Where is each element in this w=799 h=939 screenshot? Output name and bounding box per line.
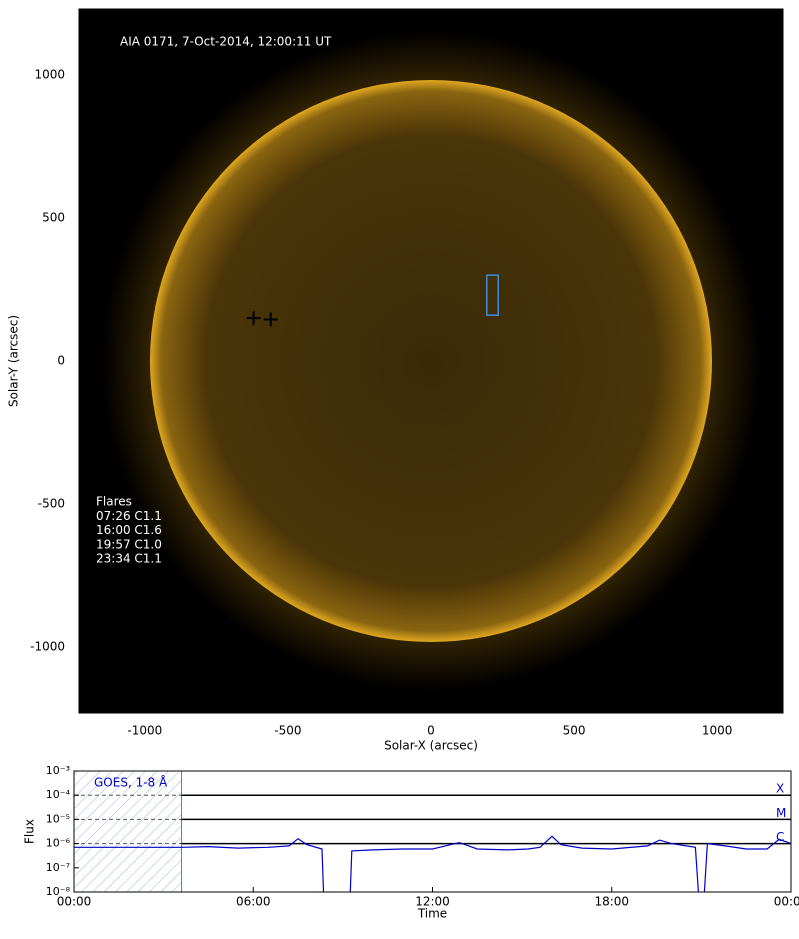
y-tick-label: 0 bbox=[57, 354, 65, 368]
x-axis-label: Solar-X (arcsec) bbox=[384, 739, 478, 753]
y-axis-label: Solar-Y (arcsec) bbox=[7, 315, 21, 407]
data-gap-hatch bbox=[73, 770, 183, 893]
level-label: C bbox=[776, 830, 784, 844]
x-tick-label: 12:00 bbox=[415, 895, 450, 909]
sun-disk bbox=[150, 80, 712, 642]
x-tick-label: 06:00 bbox=[236, 895, 271, 909]
y-tick-label: 10⁻⁵ bbox=[46, 812, 70, 825]
y-tick-label: 10⁻⁷ bbox=[46, 861, 70, 874]
region-box bbox=[486, 274, 500, 316]
flux-line bbox=[74, 835, 792, 893]
flare-marker bbox=[246, 311, 261, 326]
flare-note: Flares bbox=[96, 495, 132, 509]
y-tick-label: 10⁻³ bbox=[46, 764, 70, 777]
flare-note: 19:57 C1.0 bbox=[96, 537, 162, 551]
x-tick-label: -500 bbox=[274, 724, 301, 738]
flare-note: 16:00 C1.6 bbox=[96, 523, 162, 537]
y-tick-label: -1000 bbox=[30, 640, 65, 654]
legend-text: GOES, 1-8 Å bbox=[94, 775, 168, 790]
y-tick-label: 10⁻⁴ bbox=[46, 788, 71, 801]
image-title: AIA 0171, 7-Oct-2014, 12:00:11 UT bbox=[120, 35, 332, 49]
x-tick-label: 1000 bbox=[702, 724, 733, 738]
y-tick-label: 10⁻⁶ bbox=[46, 837, 71, 850]
x-axis-label: Time bbox=[417, 907, 447, 921]
flare-note: 23:34 C1.1 bbox=[96, 552, 162, 566]
y-axis-label: Flux bbox=[23, 819, 37, 844]
y-tick-label: 10⁻⁸ bbox=[46, 885, 71, 898]
x-tick-label: 00:00 bbox=[774, 895, 799, 909]
x-tick-label: 0 bbox=[427, 724, 435, 738]
level-label: M bbox=[776, 806, 786, 820]
level-label: X bbox=[776, 782, 784, 796]
flare-note: 07:26 C1.1 bbox=[96, 509, 162, 523]
x-tick-label: 00:00 bbox=[57, 895, 92, 909]
y-tick-label: 500 bbox=[42, 210, 65, 224]
y-tick-label: 1000 bbox=[34, 67, 65, 81]
x-tick-label: 18:00 bbox=[594, 895, 629, 909]
x-tick-label: -1000 bbox=[127, 724, 162, 738]
flare-marker bbox=[263, 312, 278, 327]
y-tick-label: -500 bbox=[38, 497, 65, 511]
x-tick-label: 500 bbox=[563, 724, 586, 738]
